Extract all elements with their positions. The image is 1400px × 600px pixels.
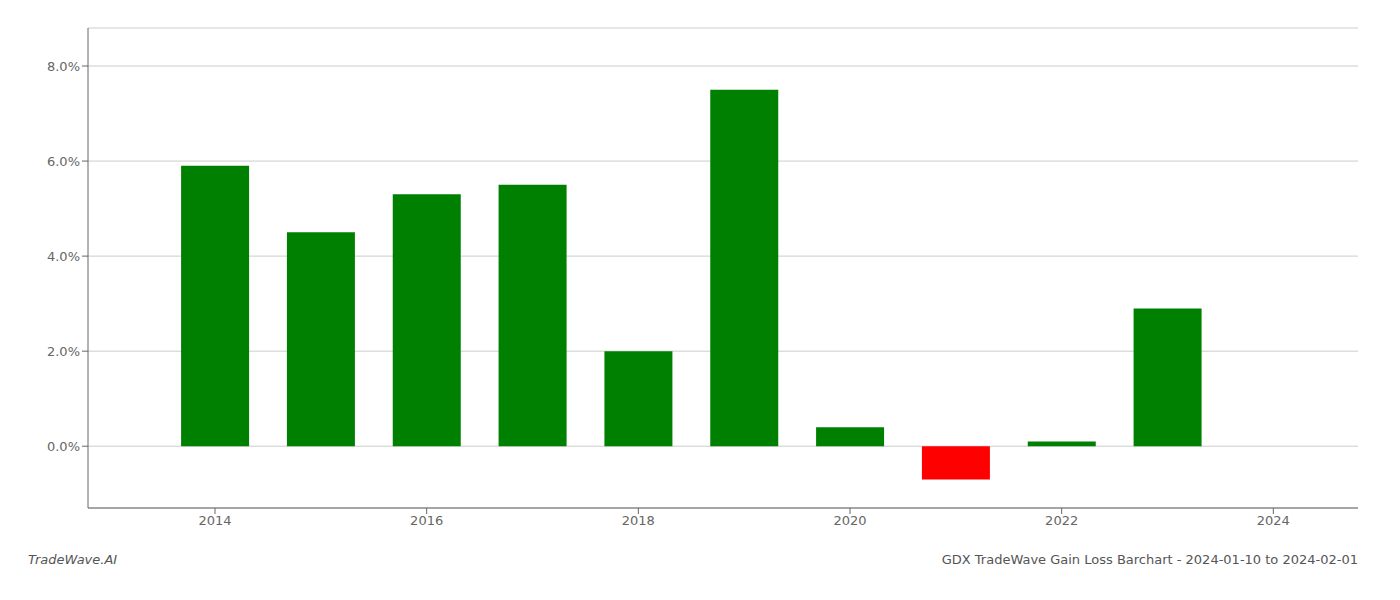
svg-text:2020: 2020 — [833, 513, 866, 528]
html-text:TradeWave.AI: TradeWave.AI — [28, 552, 118, 567]
svg-text:2022: 2022 — [1045, 513, 1078, 528]
svg-text:0.0%: 0.0% — [47, 439, 80, 454]
html-text:GDX TradeWave Gain Loss Barcha: GDX TradeWave Gain Loss Barchart - 2024-… — [941, 552, 1358, 567]
svg-text:6.0%: 6.0% — [47, 154, 80, 169]
svg-text:2.0%: 2.0% — [47, 344, 80, 359]
svg-text:8.0%: 8.0% — [47, 59, 80, 74]
svg-text:4.0%: 4.0% — [47, 249, 80, 264]
svg-text:2016: 2016 — [410, 513, 443, 528]
svg-text:2014: 2014 — [198, 513, 231, 528]
svg-text:2024: 2024 — [1257, 513, 1290, 528]
svg-text:2018: 2018 — [622, 513, 655, 528]
